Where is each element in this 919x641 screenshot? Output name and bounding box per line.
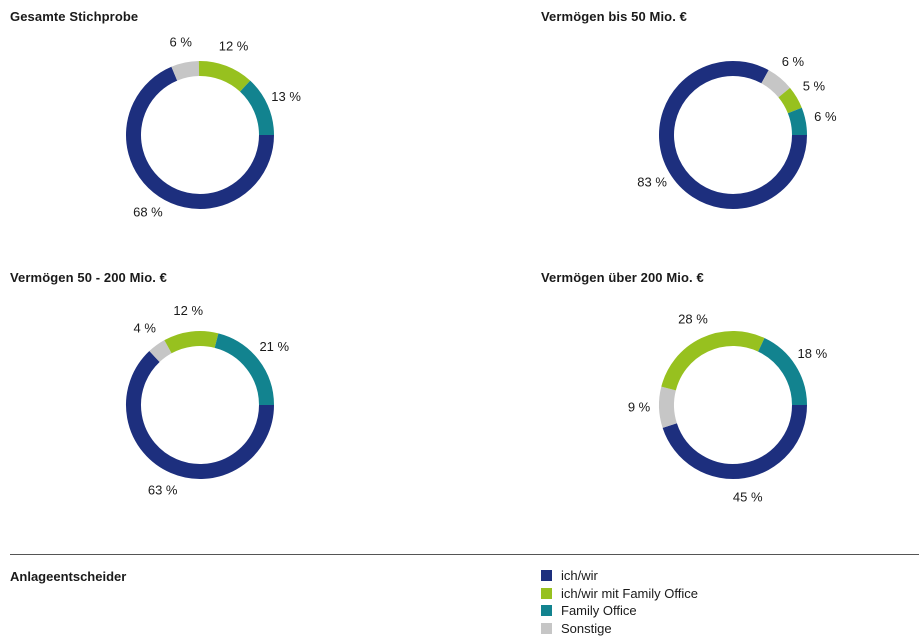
legend-item-family-office: Family Office: [541, 602, 698, 620]
slice-label-ich-wir-mit-family-office: 5 %: [803, 79, 826, 94]
donut-slice-sonstige: [659, 386, 677, 428]
slice-label-family-office: 18 %: [798, 346, 828, 361]
donut-slice-sonstige: [171, 61, 200, 81]
donut-slice-ich-wir-mit-family-office: [198, 61, 251, 92]
slice-label-sonstige: 9 %: [628, 399, 651, 414]
slice-label-sonstige: 4 %: [134, 320, 157, 335]
chart-title-50-200: Vermögen 50 - 200 Mio. €: [10, 270, 168, 285]
slice-label-ich-wir: 68 %: [133, 205, 163, 220]
legend-title: Anlageentscheider: [10, 569, 127, 584]
legend-label-family-office: Family Office: [561, 603, 637, 619]
donut-slice-ich-wir: [662, 404, 807, 479]
slice-label-ich-wir-mit-family-office: 12 %: [219, 39, 249, 54]
legend: ich/wir ich/wir mit Family Office Family…: [541, 567, 698, 637]
chart-title-ueber-200: Vermögen über 200 Mio. €: [541, 270, 704, 285]
slice-label-sonstige: 6 %: [782, 54, 805, 69]
slice-label-family-office: 21 %: [259, 339, 289, 354]
chart-title-bis-50: Vermögen bis 50 Mio. €: [541, 9, 687, 24]
legend-label-sonstige: Sonstige: [561, 620, 612, 636]
donut-slice-ich-wir: [659, 61, 807, 209]
legend-label-ich-wir-mit-family-office: ich/wir mit Family Office: [561, 585, 698, 601]
legend-label-ich-wir: ich/wir: [561, 568, 598, 584]
legend-item-sonstige: Sonstige: [541, 620, 698, 638]
slice-label-ich-wir-mit-family-office: 28 %: [678, 311, 708, 326]
slice-label-ich-wir: 83 %: [637, 174, 667, 189]
legend-swatch-sonstige: [541, 622, 552, 634]
slice-label-family-office: 6 %: [814, 109, 837, 124]
slice-label-sonstige: 6 %: [170, 34, 193, 49]
donut-slice-family-office: [239, 80, 274, 136]
donut-slice-sonstige: [761, 70, 791, 98]
donut-slice-ich-wir: [126, 351, 274, 479]
donut-slice-sonstige: [149, 340, 172, 363]
donut-slice-ich-wir-mit-family-office: [661, 331, 765, 391]
donut-slice-ich-wir-mit-family-office: [164, 331, 219, 354]
chart-title-gesamt: Gesamte Stichprobe: [10, 9, 139, 24]
slice-label-ich-wir: 45 %: [733, 489, 763, 504]
slice-label-ich-wir-mit-family-office: 12 %: [173, 303, 203, 318]
slice-label-ich-wir: 63 %: [148, 483, 178, 498]
donut-slice-ich-wir-mit-family-office: [778, 87, 802, 114]
legend-item-ich-wir-mit-family-office: ich/wir mit Family Office: [541, 585, 698, 603]
donut-slice-ich-wir: [126, 66, 274, 209]
legend-swatch-family-office: [541, 605, 552, 617]
donut-slice-family-office: [214, 333, 274, 406]
legend-item-ich-wir: ich/wir: [541, 567, 698, 585]
legend-swatch-ich-wir: [541, 570, 552, 582]
donut-slice-family-office: [787, 107, 807, 136]
legend-swatch-ich-wir-mit-family-office: [541, 587, 552, 599]
divider: [10, 554, 919, 555]
donut-slice-family-office: [757, 338, 807, 406]
slice-label-family-office: 13 %: [271, 89, 301, 104]
